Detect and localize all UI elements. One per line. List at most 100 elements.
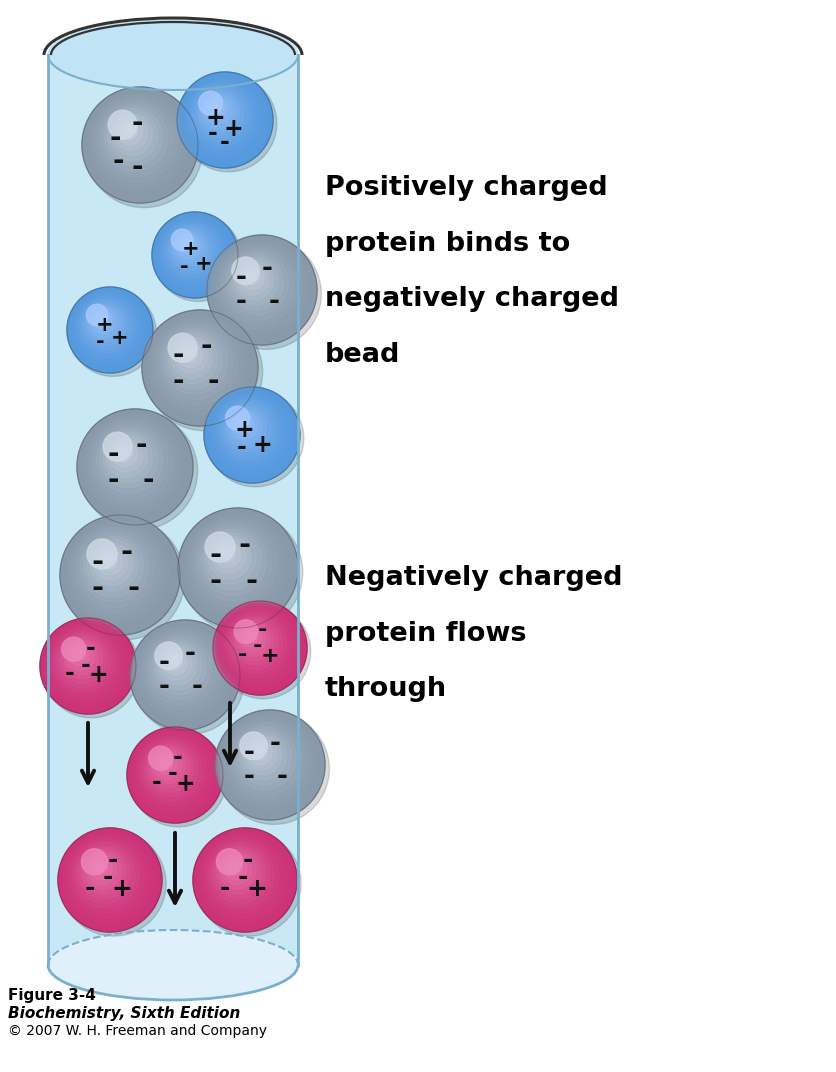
Text: -: - (107, 441, 119, 468)
Circle shape (216, 604, 303, 690)
Circle shape (231, 863, 237, 870)
Text: -: - (85, 876, 95, 899)
Circle shape (222, 404, 270, 452)
Text: -: - (112, 147, 124, 175)
Circle shape (210, 238, 312, 340)
Circle shape (70, 524, 164, 619)
Circle shape (208, 536, 251, 579)
Circle shape (81, 849, 107, 875)
Circle shape (80, 412, 188, 520)
Circle shape (58, 828, 162, 932)
Circle shape (190, 85, 252, 146)
Bar (48, 55, 298, 965)
Text: +: + (195, 254, 212, 274)
Circle shape (130, 620, 240, 730)
Circle shape (94, 99, 177, 182)
Circle shape (215, 542, 240, 568)
Circle shape (94, 546, 128, 580)
Circle shape (158, 325, 232, 400)
Circle shape (236, 730, 291, 785)
Text: -: - (131, 109, 143, 137)
Circle shape (219, 247, 298, 325)
Circle shape (140, 740, 201, 801)
Circle shape (94, 311, 112, 330)
Circle shape (161, 649, 191, 680)
Text: -: - (191, 674, 202, 700)
Circle shape (234, 621, 274, 660)
Circle shape (145, 635, 216, 705)
Circle shape (212, 601, 307, 695)
Circle shape (89, 421, 172, 504)
Circle shape (85, 90, 193, 197)
Circle shape (206, 235, 317, 345)
Circle shape (54, 630, 115, 693)
Text: +: + (252, 433, 272, 457)
Text: -: - (85, 636, 95, 659)
Circle shape (89, 858, 112, 880)
Circle shape (151, 319, 242, 411)
Circle shape (80, 413, 197, 530)
Text: -: - (151, 770, 161, 794)
Circle shape (244, 630, 257, 643)
Circle shape (245, 739, 277, 770)
Circle shape (178, 508, 298, 628)
Circle shape (43, 621, 131, 710)
Circle shape (154, 751, 181, 779)
Text: Positively charged: Positively charged (324, 175, 607, 202)
Circle shape (84, 537, 143, 597)
Circle shape (111, 114, 152, 155)
Circle shape (108, 110, 137, 139)
Circle shape (171, 229, 208, 267)
Circle shape (142, 631, 221, 710)
Circle shape (221, 716, 315, 810)
Text: Negatively charged: Negatively charged (324, 565, 622, 591)
Circle shape (61, 638, 103, 679)
Circle shape (152, 212, 237, 298)
Circle shape (176, 72, 273, 168)
Circle shape (132, 732, 214, 815)
Circle shape (205, 532, 235, 562)
Text: -: - (172, 745, 182, 769)
Circle shape (56, 632, 111, 687)
Circle shape (51, 628, 119, 697)
Text: +: + (176, 772, 195, 795)
Circle shape (79, 847, 130, 898)
Text: -: - (142, 465, 153, 494)
Circle shape (201, 836, 283, 918)
Circle shape (76, 296, 138, 357)
Circle shape (82, 87, 198, 203)
Circle shape (74, 650, 82, 657)
Circle shape (170, 657, 177, 665)
Circle shape (181, 239, 193, 251)
Circle shape (218, 545, 235, 562)
Circle shape (143, 742, 197, 796)
Circle shape (93, 423, 167, 498)
Circle shape (222, 854, 252, 884)
Circle shape (69, 645, 90, 666)
Circle shape (225, 858, 247, 880)
Circle shape (204, 387, 299, 483)
Circle shape (218, 713, 329, 824)
Circle shape (216, 243, 303, 330)
Circle shape (233, 414, 253, 435)
Circle shape (243, 269, 259, 285)
Circle shape (133, 623, 235, 725)
Circle shape (45, 623, 127, 705)
Circle shape (239, 625, 266, 652)
Circle shape (87, 539, 117, 569)
Circle shape (247, 632, 253, 639)
Circle shape (48, 625, 123, 701)
Circle shape (231, 617, 278, 665)
Text: -: - (208, 121, 217, 146)
Circle shape (226, 406, 249, 430)
Circle shape (85, 90, 202, 208)
Circle shape (217, 849, 242, 875)
Text: -: - (209, 540, 221, 569)
Circle shape (231, 412, 257, 440)
Circle shape (136, 626, 230, 720)
Circle shape (159, 757, 172, 771)
Circle shape (81, 300, 130, 349)
Circle shape (180, 75, 277, 172)
Circle shape (184, 348, 192, 357)
Circle shape (219, 852, 256, 889)
